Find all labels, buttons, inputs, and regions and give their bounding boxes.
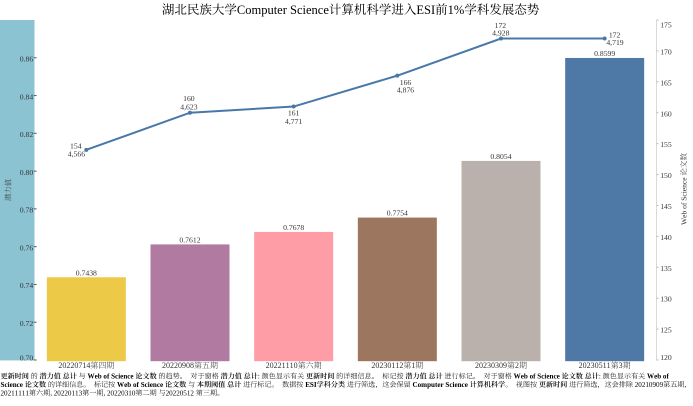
svg-text:Web of Science: Web of Science: [679, 177, 688, 225]
svg-text:20220908: 20220908: [162, 361, 194, 370]
svg-text:130: 130: [660, 295, 672, 304]
svg-text:160: 160: [660, 109, 672, 118]
svg-text:0.7754: 0.7754: [387, 209, 408, 218]
svg-text:4,876: 4,876: [397, 86, 414, 95]
svg-text:20210909: 20210909: [635, 381, 664, 389]
svg-text:ESI: ESI: [416, 3, 435, 17]
svg-text:166: 166: [400, 78, 412, 87]
svg-text:Web of Science: Web of Science: [87, 373, 133, 381]
svg-text:3: 3: [619, 361, 623, 370]
svg-text:, 20220113: , 20220113: [50, 389, 82, 397]
svg-text:0.84: 0.84: [20, 92, 34, 101]
svg-text:ESI: ESI: [305, 381, 317, 389]
svg-text:4,771: 4,771: [285, 117, 302, 126]
svg-text:0.7678: 0.7678: [283, 223, 304, 232]
svg-text:172: 172: [495, 21, 507, 30]
svg-text:165: 165: [660, 78, 672, 87]
svg-text:Web of: Web of: [647, 373, 670, 381]
svg-text:0.70: 0.70: [20, 353, 34, 362]
svg-text:0.82: 0.82: [20, 130, 34, 139]
svg-text:20230309: 20230309: [475, 361, 507, 370]
svg-text:161: 161: [288, 109, 300, 118]
svg-text:125: 125: [660, 326, 672, 335]
svg-text:135: 135: [660, 264, 672, 273]
svg-text:4,623: 4,623: [180, 102, 197, 111]
svg-text:20230112: 20230112: [371, 361, 403, 370]
svg-text:0.74: 0.74: [20, 281, 34, 290]
svg-text:20230511: 20230511: [579, 361, 611, 370]
svg-text:145: 145: [660, 202, 672, 211]
svg-text:140: 140: [660, 233, 672, 242]
svg-text:Web of Science: Web of Science: [514, 373, 560, 381]
svg-text:154: 154: [70, 142, 82, 151]
svg-text:4,566: 4,566: [68, 150, 85, 159]
svg-text::: :: [599, 373, 601, 381]
svg-text:0.86: 0.86: [20, 55, 34, 64]
svg-text:160: 160: [183, 94, 195, 103]
svg-text:20220512: 20220512: [166, 389, 195, 397]
svg-text:120: 120: [660, 353, 672, 362]
svg-text:170: 170: [660, 47, 672, 56]
svg-text:1: 1: [411, 361, 415, 370]
svg-text:2: 2: [515, 361, 519, 370]
svg-text:4,928: 4,928: [492, 29, 509, 38]
svg-text:Science: Science: [1, 381, 23, 389]
svg-text:4,719: 4,719: [606, 38, 623, 47]
svg-text:0.8599: 0.8599: [594, 49, 615, 58]
svg-text:20211111: 20211111: [1, 389, 30, 397]
svg-text:20221110: 20221110: [266, 361, 298, 370]
svg-text:175: 175: [660, 20, 672, 29]
svg-text:1%: 1%: [448, 3, 465, 17]
svg-text:0.76: 0.76: [20, 243, 34, 252]
svg-text:0.8054: 0.8054: [490, 152, 511, 161]
svg-text:Computer Science: Computer Science: [412, 381, 467, 389]
svg-text:0.72: 0.72: [20, 319, 34, 328]
svg-text:20220714: 20220714: [58, 361, 90, 370]
svg-text:Computer Science: Computer Science: [237, 3, 329, 17]
svg-text:Web of Science: Web of Science: [117, 381, 163, 389]
svg-text:155: 155: [660, 140, 672, 149]
svg-text::: :: [258, 373, 260, 381]
svg-text:172: 172: [609, 30, 621, 39]
svg-text:, 20220310: , 20220310: [103, 389, 135, 397]
svg-text:0.80: 0.80: [20, 168, 34, 177]
svg-text:150: 150: [660, 171, 672, 180]
svg-text:0.7612: 0.7612: [179, 235, 200, 244]
svg-text:0.7438: 0.7438: [76, 268, 97, 277]
svg-text:0.78: 0.78: [20, 206, 34, 215]
svg-text:,: ,: [684, 381, 686, 389]
